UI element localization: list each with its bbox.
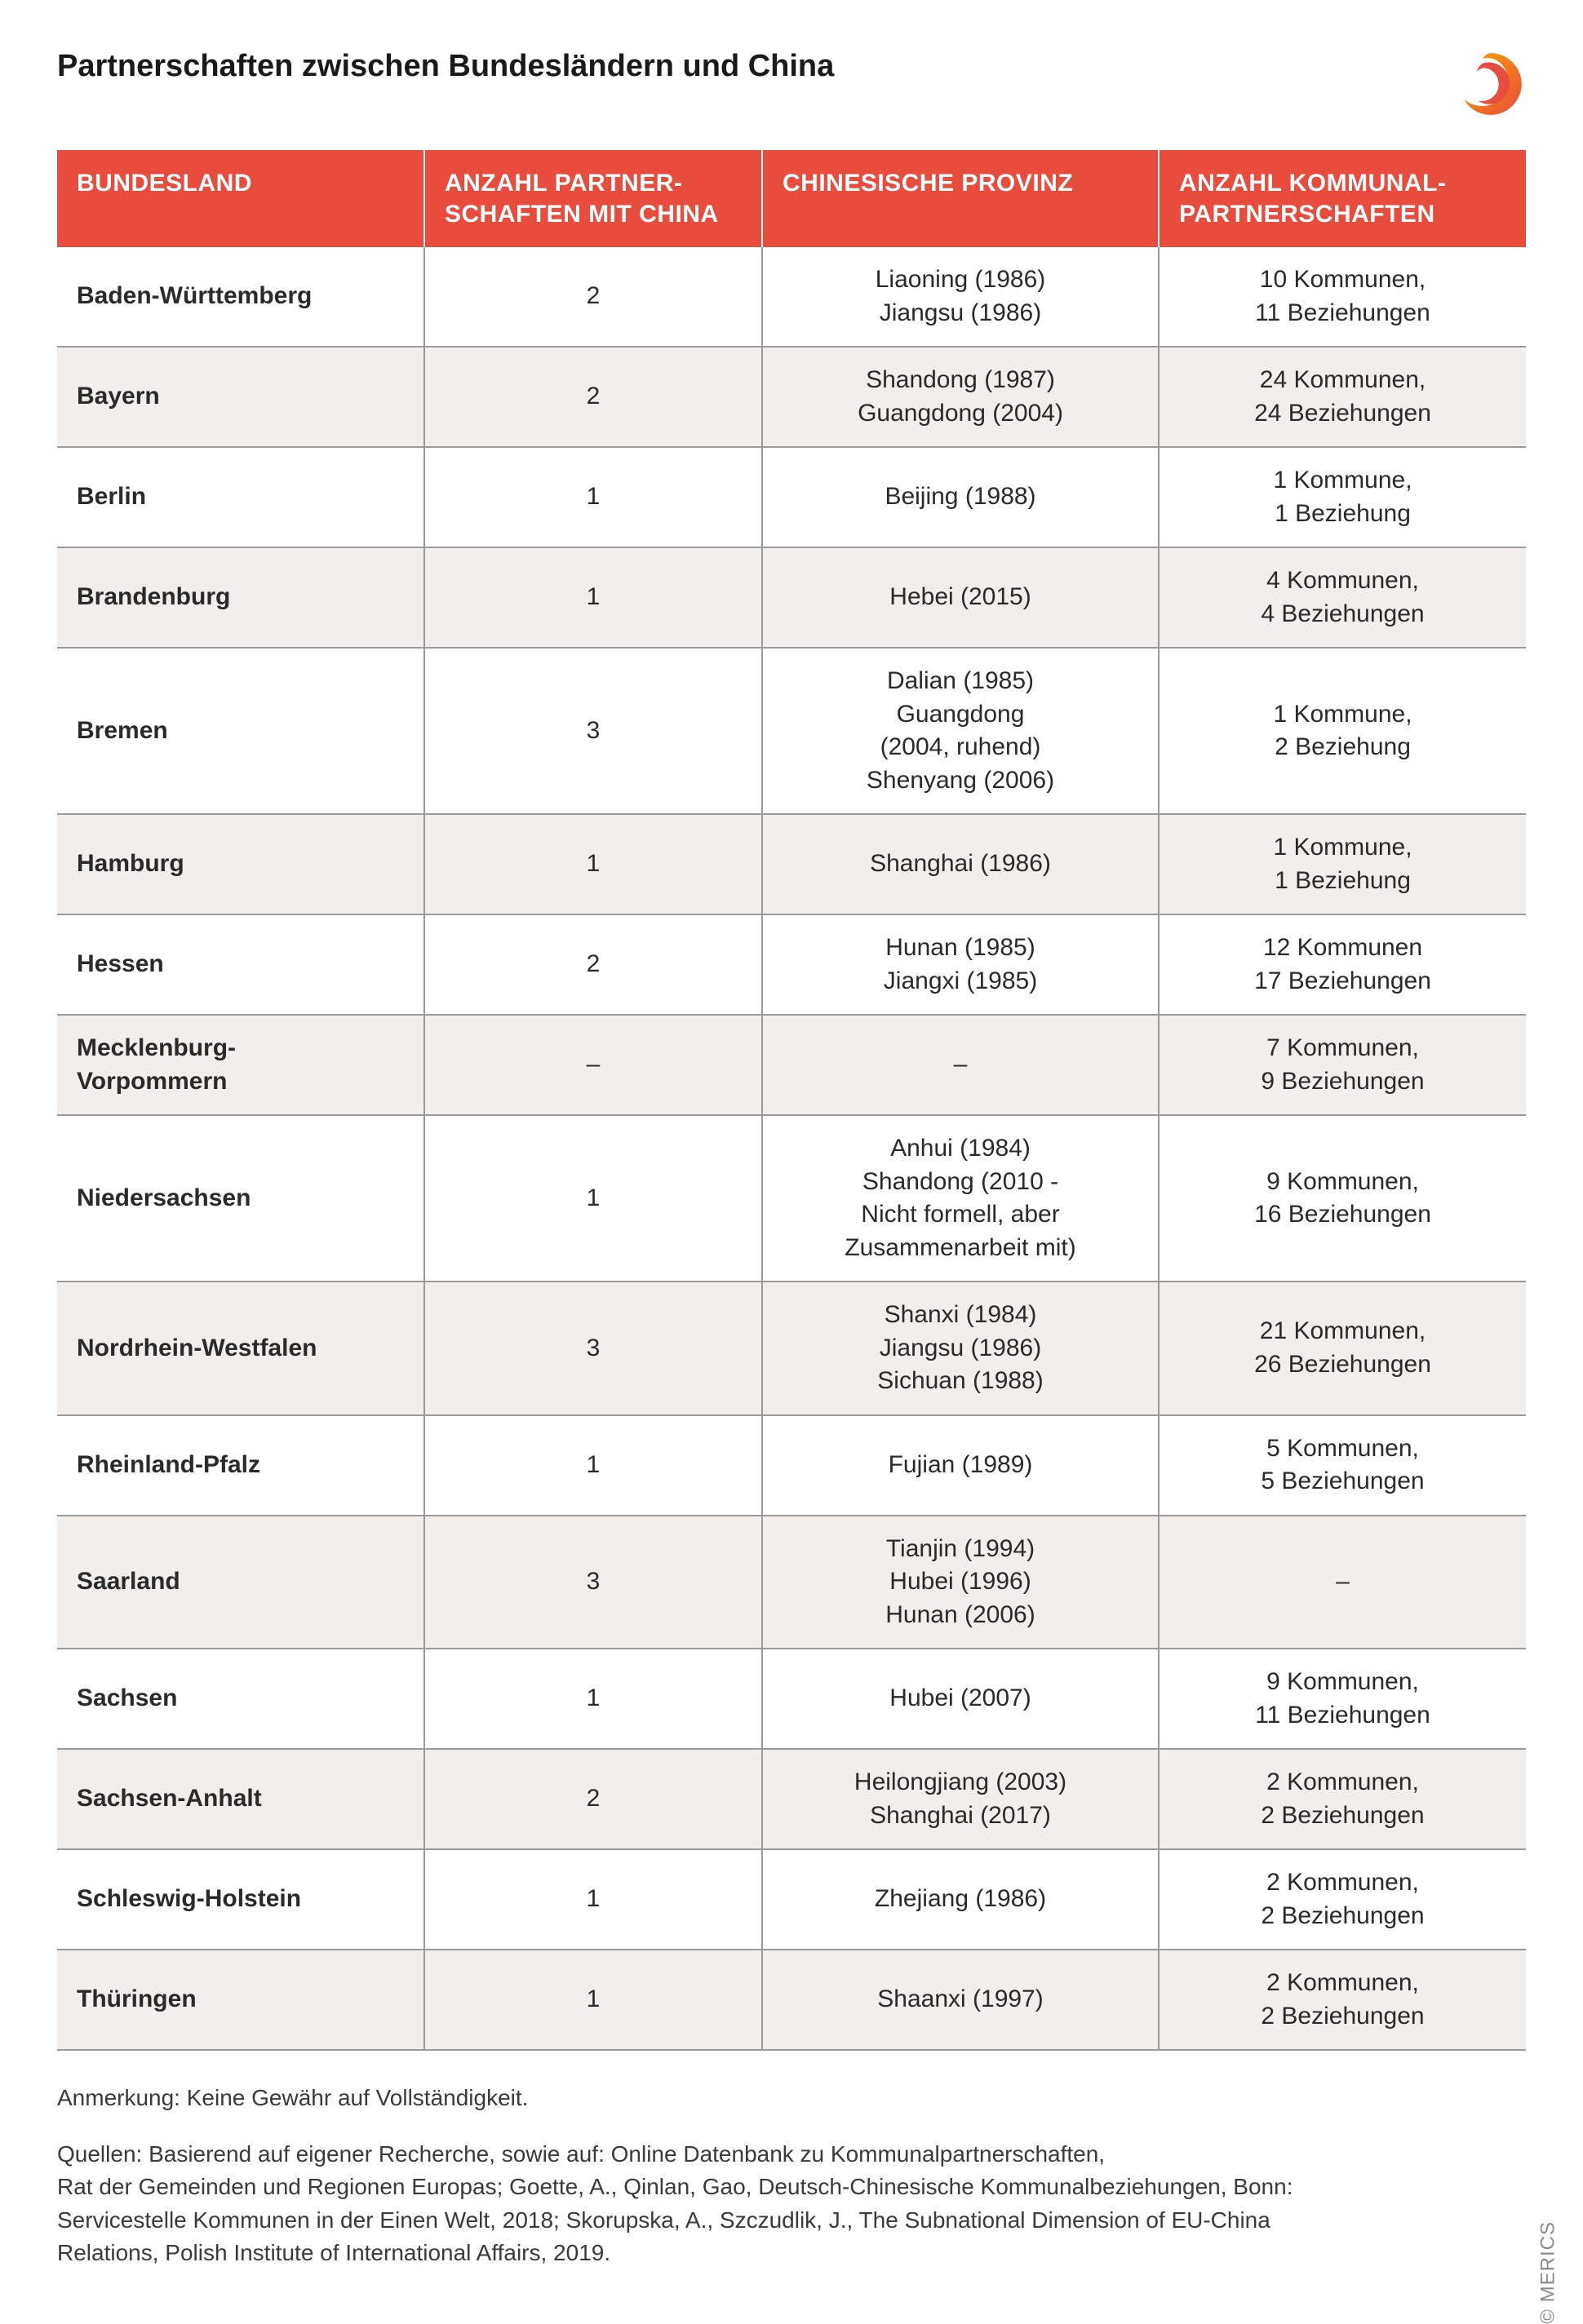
table-row: Hamburg1Shanghai (1986)1 Kommune, 1 Bezi… [57, 814, 1526, 914]
cell-count: 2 [424, 1749, 762, 1849]
cell-bundesland: Hamburg [57, 814, 424, 914]
cell-bundesland: Nordrhein-Westfalen [57, 1282, 424, 1415]
table-row: Rheinland-Pfalz1Fujian (1989)5 Kommunen,… [57, 1415, 1526, 1516]
cell-kommunal: 7 Kommunen, 9 Beziehungen [1159, 1015, 1526, 1115]
cell-count: 3 [424, 648, 762, 814]
cell-bundesland: Baden-Württemberg [57, 247, 424, 347]
cell-provinces: Anhui (1984) Shandong (2010 - Nicht form… [762, 1115, 1159, 1282]
cell-provinces: Hunan (1985) Jiangxi (1985) [762, 914, 1159, 1015]
cell-count: 3 [424, 1282, 762, 1415]
partnerships-table: BUNDESLAND ANZAHL PARTNER- SCHAFTEN MIT … [57, 150, 1526, 2051]
cell-bundesland: Mecklenburg- Vorpommern [57, 1015, 424, 1115]
cell-provinces: Beijing (1988) [762, 447, 1159, 547]
cell-bundesland: Bremen [57, 648, 424, 814]
table-row: Saarland3Tianjin (1994) Hubei (1996) Hun… [57, 1516, 1526, 1649]
cell-count: 1 [424, 1649, 762, 1749]
table-row: Thüringen1Shaanxi (1997)2 Kommunen, 2 Be… [57, 1950, 1526, 2050]
table-row: Berlin1Beijing (1988)1 Kommune, 1 Bezieh… [57, 447, 1526, 547]
table-row: Schleswig-Holstein1Zhejiang (1986)2 Komm… [57, 1849, 1526, 1950]
cell-provinces: Fujian (1989) [762, 1415, 1159, 1516]
table-row: Brandenburg1Hebei (2015)4 Kommunen, 4 Be… [57, 547, 1526, 648]
cell-provinces: Shaanxi (1997) [762, 1950, 1159, 2050]
cell-kommunal: 21 Kommunen, 26 Beziehungen [1159, 1282, 1526, 1415]
cell-kommunal: 10 Kommunen, 11 Beziehungen [1159, 247, 1526, 347]
cell-provinces: Zhejiang (1986) [762, 1849, 1159, 1950]
col-anzahl-partnerschaften: ANZAHL PARTNER- SCHAFTEN MIT CHINA [424, 150, 762, 247]
cell-kommunal: 2 Kommunen, 2 Beziehungen [1159, 1950, 1526, 2050]
table-row: Mecklenburg- Vorpommern––7 Kommunen, 9 B… [57, 1015, 1526, 1115]
cell-kommunal: 9 Kommunen, 11 Beziehungen [1159, 1649, 1526, 1749]
cell-bundesland: Rheinland-Pfalz [57, 1415, 424, 1516]
cell-count: 1 [424, 547, 762, 648]
col-bundesland: BUNDESLAND [57, 150, 424, 247]
table-row: Sachsen-Anhalt2Heilongjiang (2003) Shang… [57, 1749, 1526, 1849]
merics-logo [1456, 49, 1526, 119]
page: Partnerschaften zwischen Bundesländern u… [0, 0, 1583, 2319]
cell-provinces: Liaoning (1986) Jiangsu (1986) [762, 247, 1159, 347]
cell-bundesland: Niedersachsen [57, 1115, 424, 1282]
cell-bundesland: Hessen [57, 914, 424, 1015]
cell-provinces: Shanxi (1984) Jiangsu (1986) Sichuan (19… [762, 1282, 1159, 1415]
cell-count: 1 [424, 447, 762, 547]
cell-count: 1 [424, 1950, 762, 2050]
cell-bundesland: Berlin [57, 447, 424, 547]
cell-kommunal: 1 Kommune, 1 Beziehung [1159, 814, 1526, 914]
cell-kommunal: 2 Kommunen, 2 Beziehungen [1159, 1849, 1526, 1950]
col-provinz: CHINESISCHE PROVINZ [762, 150, 1159, 247]
cell-provinces: Heilongjiang (2003) Shanghai (2017) [762, 1749, 1159, 1849]
table-row: Sachsen1Hubei (2007)9 Kommunen, 11 Bezie… [57, 1649, 1526, 1749]
cell-provinces: – [762, 1015, 1159, 1115]
table-body: Baden-Württemberg2Liaoning (1986) Jiangs… [57, 247, 1526, 2050]
cell-kommunal: 12 Kommunen 17 Beziehungen [1159, 914, 1526, 1015]
cell-kommunal: 5 Kommunen, 5 Beziehungen [1159, 1415, 1526, 1516]
footnotes: Anmerkung: Keine Gewähr auf Vollständigk… [57, 2082, 1526, 2270]
cell-bundesland: Thüringen [57, 1950, 424, 2050]
cell-count: 3 [424, 1516, 762, 1649]
cell-kommunal: 1 Kommune, 1 Beziehung [1159, 447, 1526, 547]
cell-count: 1 [424, 1849, 762, 1950]
cell-kommunal: 9 Kommunen, 16 Beziehungen [1159, 1115, 1526, 1282]
cell-count: 1 [424, 814, 762, 914]
table-row: Nordrhein-Westfalen3Shanxi (1984) Jiangs… [57, 1282, 1526, 1415]
cell-count: 2 [424, 247, 762, 347]
page-title: Partnerschaften zwischen Bundesländern u… [57, 49, 834, 84]
cell-provinces: Shandong (1987) Guangdong (2004) [762, 347, 1159, 447]
cell-count: 1 [424, 1415, 762, 1516]
table-row: Bayern2Shandong (1987) Guangdong (2004)2… [57, 347, 1526, 447]
cell-kommunal: 24 Kommunen, 24 Beziehungen [1159, 347, 1526, 447]
cell-count: – [424, 1015, 762, 1115]
cell-count: 1 [424, 1115, 762, 1282]
cell-provinces: Dalian (1985) Guangdong (2004, ruhend) S… [762, 648, 1159, 814]
cell-bundesland: Sachsen [57, 1649, 424, 1749]
table-row: Baden-Württemberg2Liaoning (1986) Jiangs… [57, 247, 1526, 347]
copyright-label: © MERICS [1537, 2221, 1560, 2324]
title-bar: Partnerschaften zwischen Bundesländern u… [57, 49, 1526, 119]
table-row: Hessen2Hunan (1985) Jiangxi (1985)12 Kom… [57, 914, 1526, 1015]
cell-count: 2 [424, 347, 762, 447]
note-text: Anmerkung: Keine Gewähr auf Vollständigk… [57, 2082, 1526, 2115]
cell-provinces: Shanghai (1986) [762, 814, 1159, 914]
table-row: Niedersachsen1Anhui (1984) Shandong (201… [57, 1115, 1526, 1282]
cell-bundesland: Bayern [57, 347, 424, 447]
cell-bundesland: Sachsen-Anhalt [57, 1749, 424, 1849]
cell-provinces: Hubei (2007) [762, 1649, 1159, 1749]
cell-kommunal: – [1159, 1516, 1526, 1649]
cell-bundesland: Brandenburg [57, 547, 424, 648]
table-row: Bremen3Dalian (1985) Guangdong (2004, ru… [57, 648, 1526, 814]
cell-provinces: Hebei (2015) [762, 547, 1159, 648]
sources-text: Quellen: Basierend auf eigener Recherche… [57, 2138, 1526, 2270]
cell-kommunal: 2 Kommunen, 2 Beziehungen [1159, 1749, 1526, 1849]
cell-provinces: Tianjin (1994) Hubei (1996) Hunan (2006) [762, 1516, 1159, 1649]
col-kommunal: ANZAHL KOMMUNAL- PARTNERSCHAFTEN [1159, 150, 1526, 247]
cell-kommunal: 1 Kommune, 2 Beziehung [1159, 648, 1526, 814]
cell-bundesland: Schleswig-Holstein [57, 1849, 424, 1950]
table-header: BUNDESLAND ANZAHL PARTNER- SCHAFTEN MIT … [57, 150, 1526, 247]
cell-bundesland: Saarland [57, 1516, 424, 1649]
cell-count: 2 [424, 914, 762, 1015]
cell-kommunal: 4 Kommunen, 4 Beziehungen [1159, 547, 1526, 648]
